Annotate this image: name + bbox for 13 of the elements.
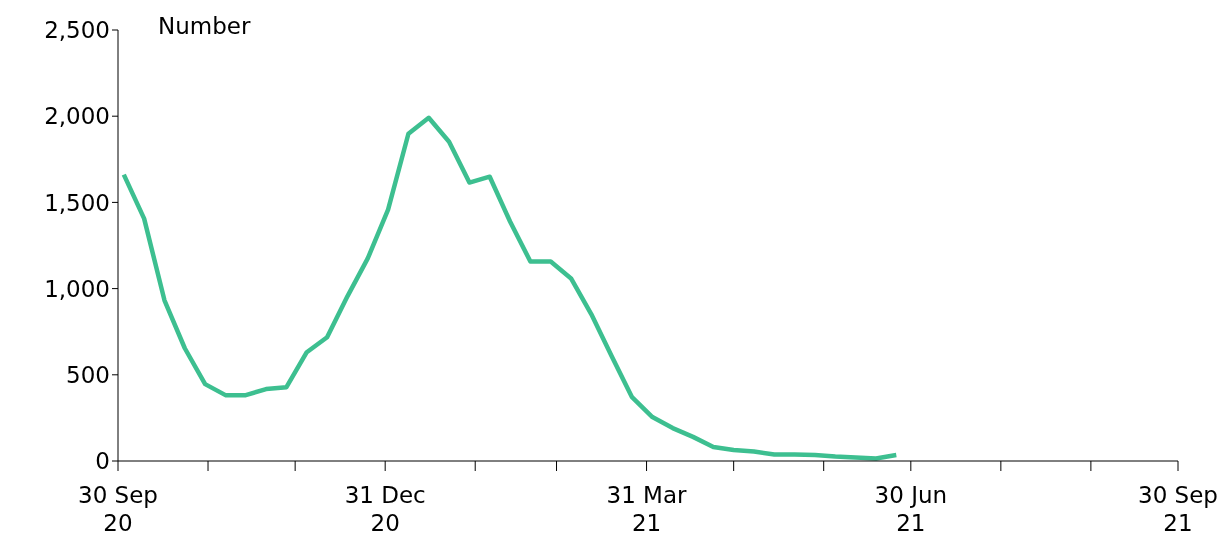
y-tick-label: 0 — [95, 448, 110, 475]
y-tick-label: 2,500 — [44, 17, 110, 44]
x-tick-label: 30 Sep 20 — [78, 482, 158, 536]
y-tick-label: 500 — [66, 361, 110, 388]
y-tick-label: 2,000 — [44, 103, 110, 130]
x-tick-label: 31 Mar 21 — [606, 482, 688, 536]
y-axis-title: Number — [158, 13, 251, 40]
x-tick-label: 30 Jun 21 — [874, 482, 948, 536]
y-tick-label: 1,500 — [44, 189, 110, 216]
line-series — [121, 115, 899, 461]
x-tick-label: 31 Dec 20 — [344, 482, 426, 536]
x-tick-label: 30 Sep 21 — [1138, 482, 1218, 536]
y-tick-label: 1,000 — [44, 275, 110, 302]
